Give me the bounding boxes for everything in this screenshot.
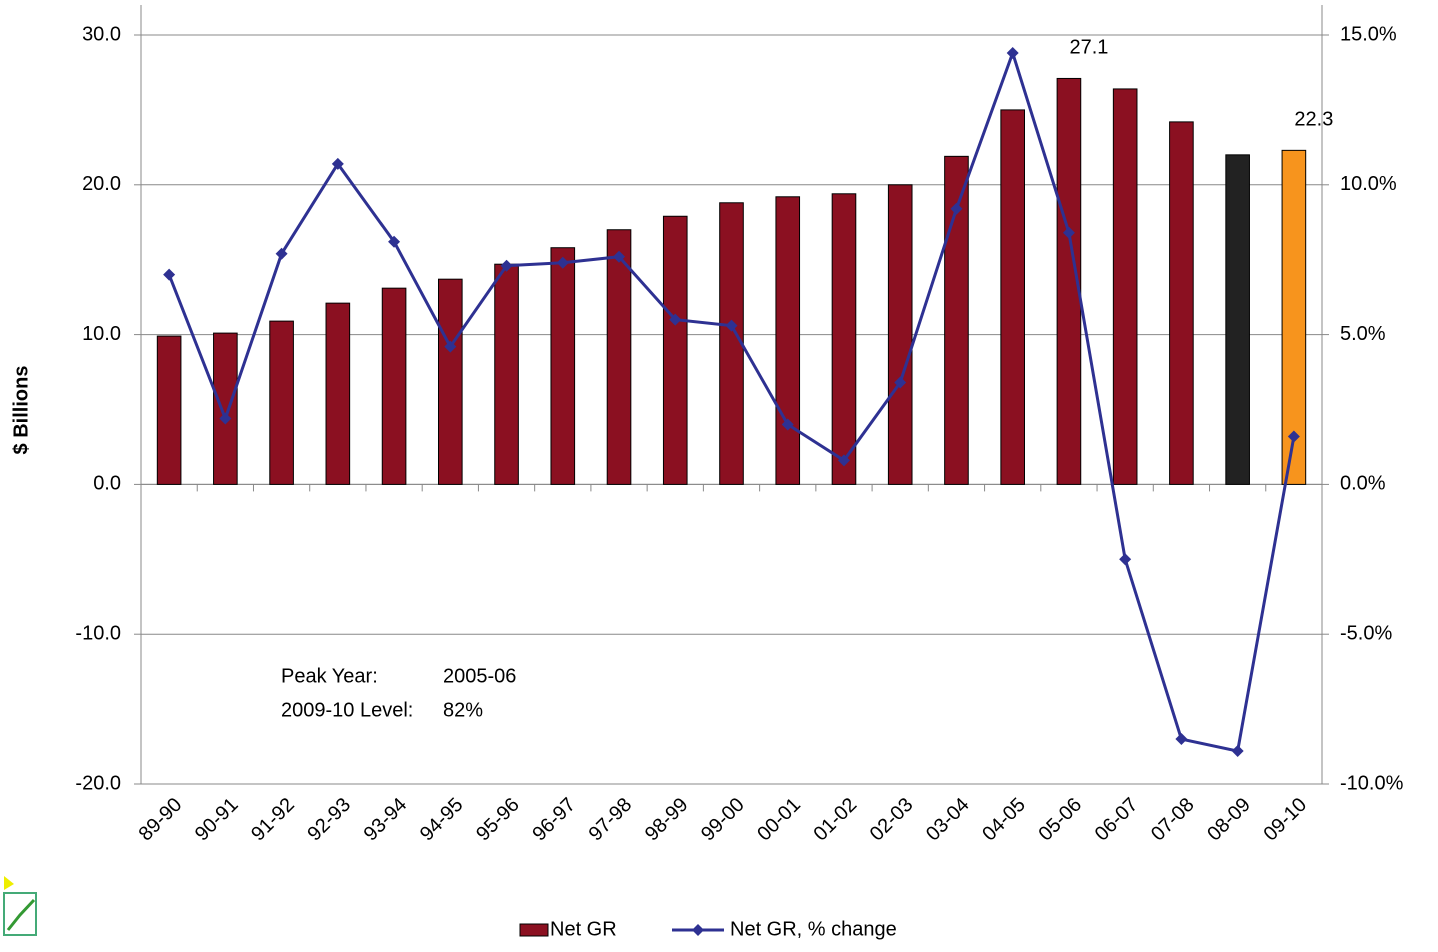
- legend-label: Net GR: [550, 918, 617, 940]
- annotation-label: Peak Year:: [281, 665, 378, 687]
- marker: [837, 454, 850, 467]
- bar: [269, 320, 294, 485]
- x-tick-label: 95-96: [472, 794, 524, 846]
- y2-tick-label: 10.0%: [1340, 173, 1397, 195]
- marker: [331, 157, 344, 170]
- x-tick-label: 01-02: [810, 794, 862, 846]
- y-tick-label: -10.0: [75, 622, 121, 644]
- bar: [606, 229, 632, 485]
- annotation-label: 2009-10 Level:: [281, 699, 413, 721]
- y2-tick-label: -5.0%: [1340, 622, 1392, 644]
- marker: [1231, 745, 1244, 758]
- bar: [944, 155, 969, 485]
- y-tick-label: 30.0: [82, 23, 121, 45]
- legend-swatch: [519, 923, 549, 937]
- x-tick-label: 93-94: [360, 794, 412, 846]
- marker: [444, 340, 457, 353]
- marker: [950, 202, 963, 215]
- marker: [219, 412, 232, 425]
- data-label: 27.1: [1069, 37, 1108, 59]
- y-tick-label: 20.0: [82, 173, 121, 195]
- marker: [163, 268, 176, 281]
- y2-tick-label: -10.0%: [1340, 772, 1404, 794]
- y-tick-label: -20.0: [75, 772, 121, 794]
- x-tick-label: 92-93: [303, 794, 355, 846]
- bar: [1169, 121, 1194, 485]
- bar: [437, 278, 463, 485]
- marker: [1119, 553, 1132, 566]
- annotation-value: 2005-06: [443, 665, 516, 687]
- y-tick-label: 10.0: [82, 323, 121, 345]
- bar: [213, 332, 238, 485]
- bar: [156, 335, 182, 485]
- x-tick-label: 97-98: [585, 794, 637, 846]
- x-tick-label: 98-99: [641, 794, 693, 846]
- bar: [1000, 109, 1026, 485]
- x-tick-label: 99-00: [697, 794, 749, 846]
- marker: [556, 256, 569, 269]
- marker: [500, 259, 513, 272]
- marker: [1175, 733, 1188, 746]
- x-tick-label: 94-95: [416, 794, 468, 846]
- bar: [325, 302, 351, 485]
- marker: [1287, 430, 1300, 443]
- x-tick-label: 96-97: [528, 794, 580, 846]
- marker: [1006, 46, 1019, 59]
- bar: [1281, 149, 1307, 485]
- x-tick-label: 07-08: [1147, 794, 1199, 846]
- bar: [662, 215, 688, 485]
- bar: [887, 184, 913, 485]
- marker: [613, 250, 626, 263]
- marker: [669, 313, 682, 326]
- y-tick-label: 0.0: [93, 473, 121, 495]
- x-tick-label: 04-05: [978, 794, 1030, 846]
- bar: [1056, 77, 1082, 485]
- legend-label: Net GR, % change: [730, 918, 897, 940]
- bar: [494, 263, 519, 485]
- bar: [550, 247, 576, 485]
- marker: [388, 235, 401, 248]
- marker: [275, 247, 288, 260]
- x-tick-label: 91-92: [247, 794, 299, 846]
- marker: [725, 319, 738, 332]
- x-tick-label: 90-91: [191, 794, 243, 846]
- x-tick-label: 06-07: [1091, 794, 1143, 846]
- x-tick-label: 02-03: [866, 794, 918, 846]
- logo: [3, 876, 37, 936]
- bar: [775, 196, 801, 485]
- y2-tick-label: 15.0%: [1340, 23, 1397, 45]
- y-axis-label: $ Billions: [10, 366, 32, 455]
- x-tick-label: 09-10: [1259, 794, 1311, 846]
- bar: [1225, 154, 1250, 485]
- x-tick-label: 08-09: [1203, 794, 1255, 846]
- marker: [781, 418, 794, 431]
- marker: [894, 376, 907, 389]
- bar: [831, 193, 857, 485]
- x-tick-label: 05-06: [1034, 794, 1086, 846]
- bar: [381, 287, 407, 485]
- x-tick-label: 03-04: [922, 794, 974, 846]
- bar: [1112, 88, 1138, 485]
- x-tick-label: 89-90: [135, 794, 187, 846]
- x-tick-label: 00-01: [753, 794, 805, 846]
- annotation-value: 82%: [443, 699, 483, 721]
- bar: [719, 202, 744, 485]
- marker: [1062, 226, 1075, 239]
- y2-tick-label: 0.0%: [1340, 473, 1386, 495]
- y2-tick-label: 5.0%: [1340, 323, 1386, 345]
- legend-marker: [692, 924, 704, 936]
- data-label: 22.3: [1294, 109, 1333, 131]
